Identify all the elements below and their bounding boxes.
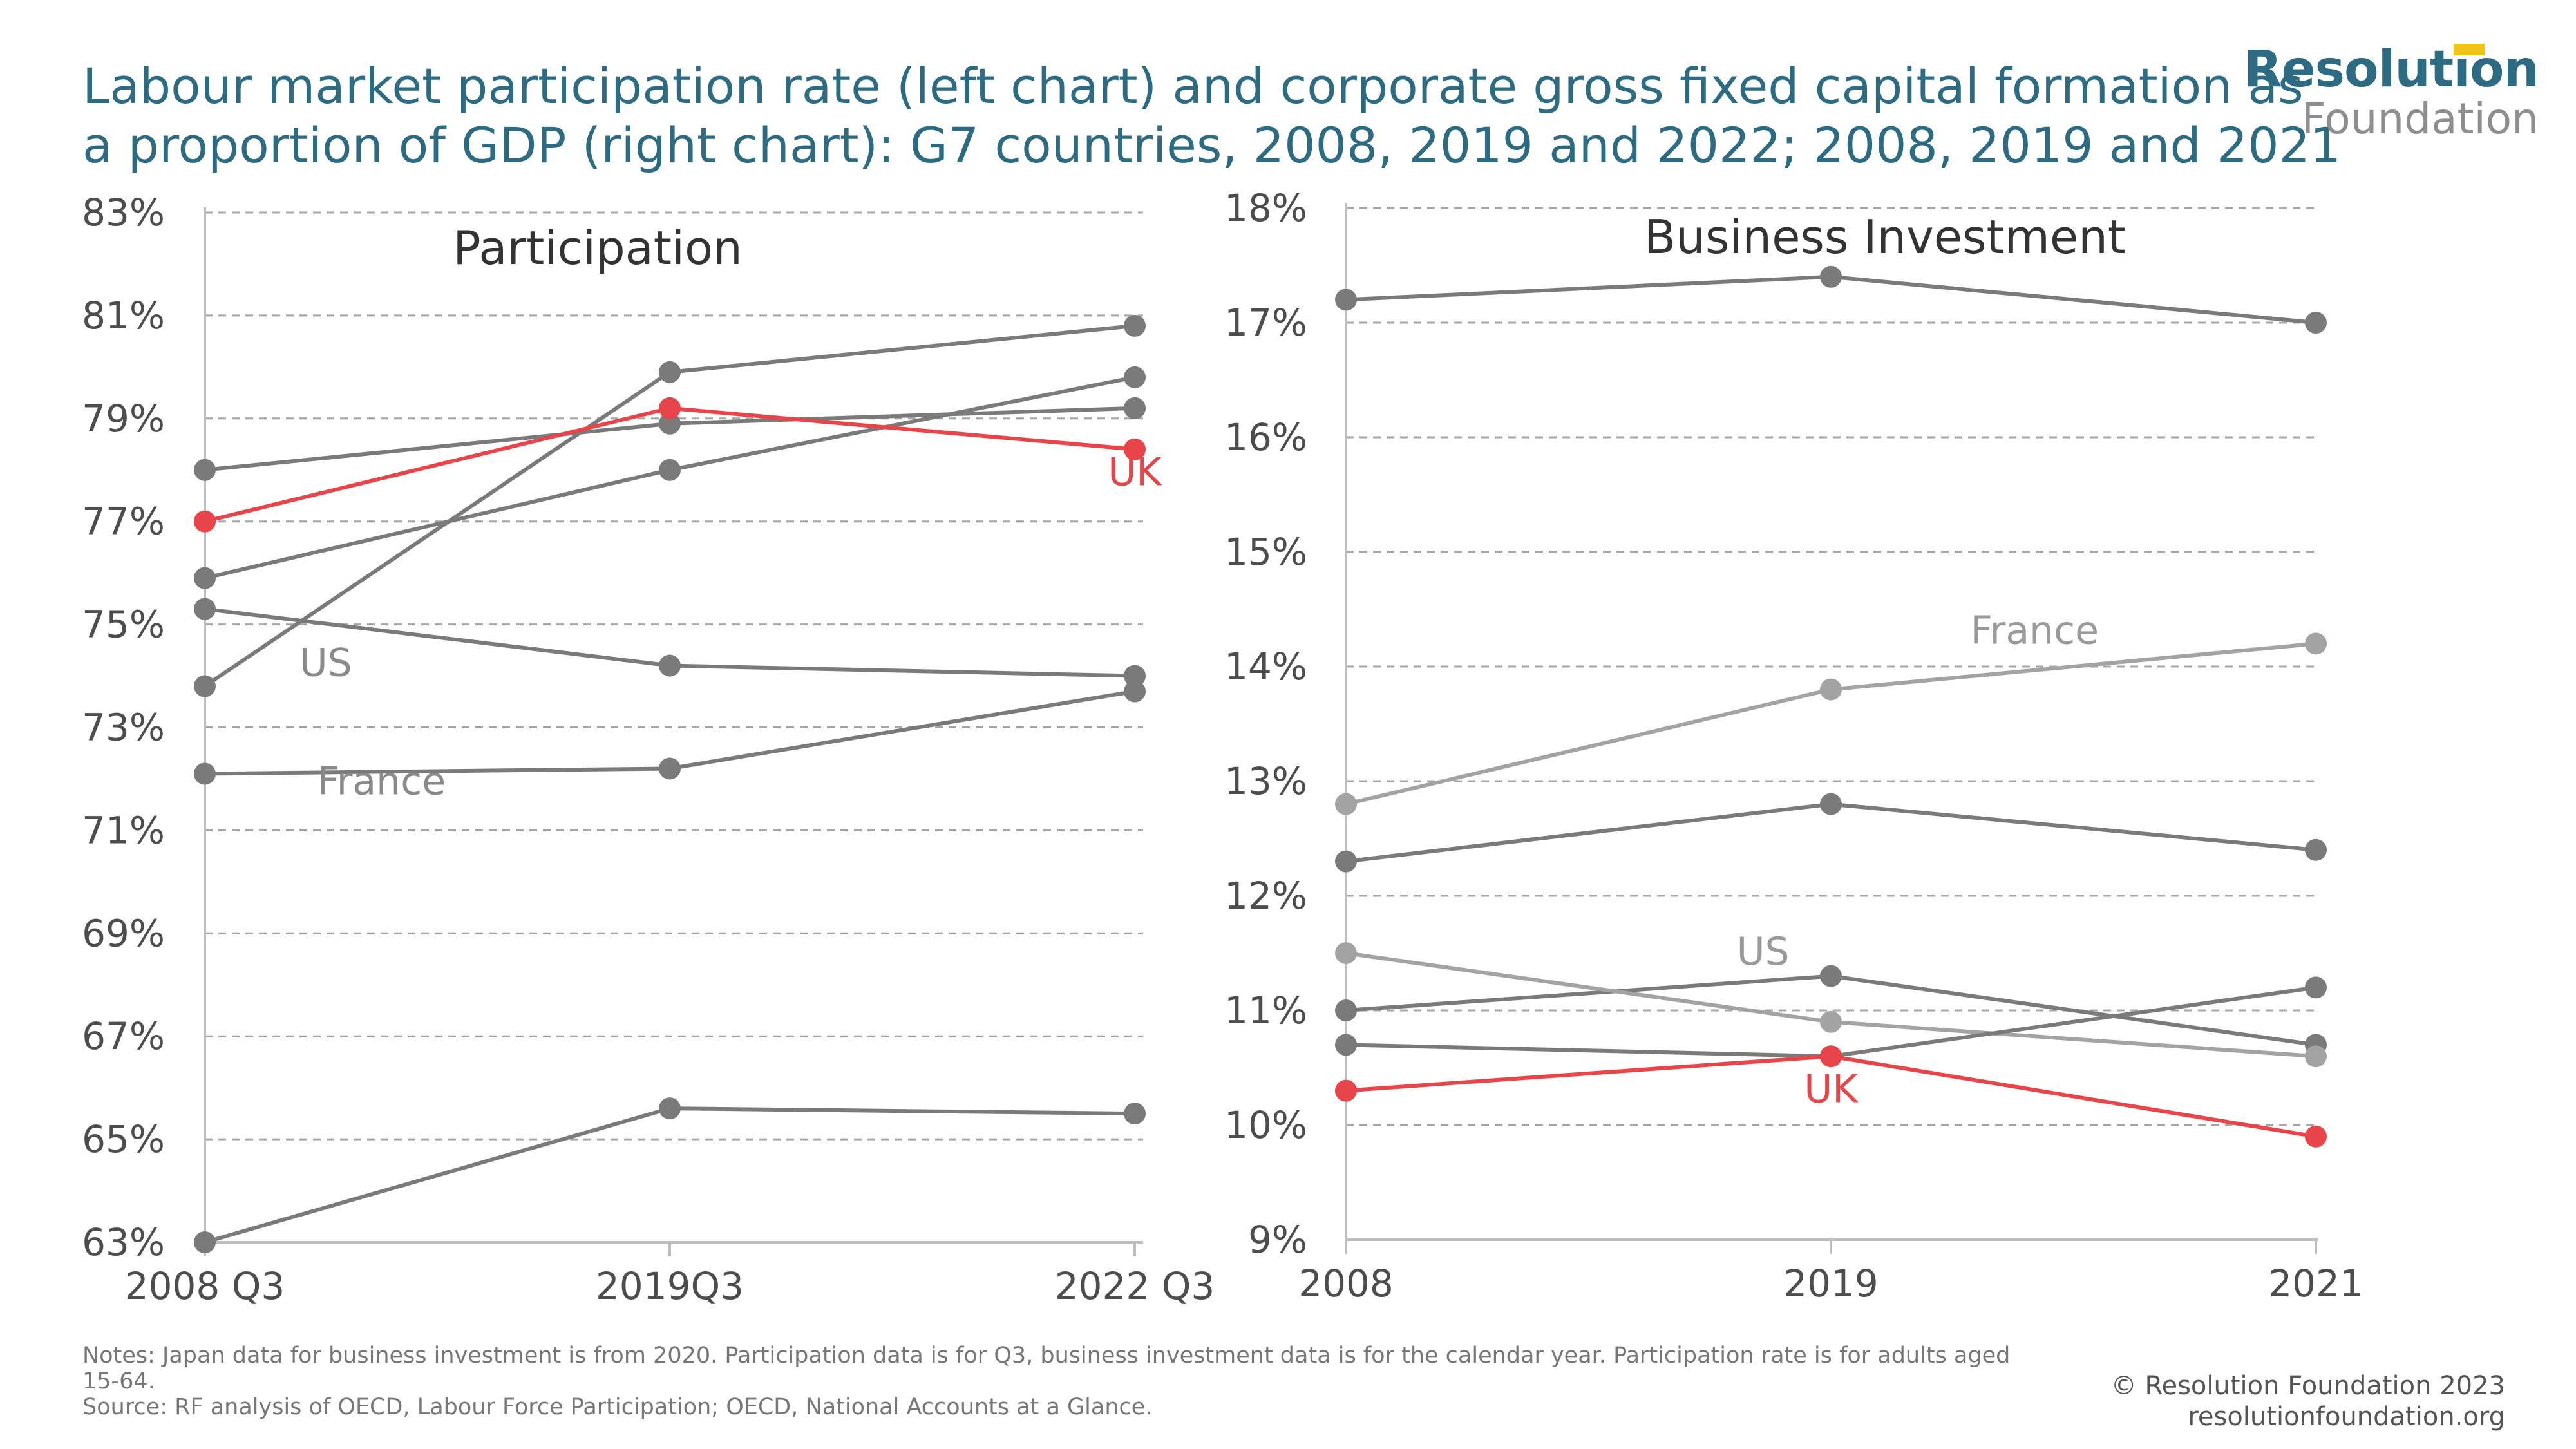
participation-panel-title: Participation [453, 221, 742, 275]
investment-series-unlabelled-point [1820, 265, 1842, 288]
participation-x-tick-label: 2019Q3 [596, 1264, 744, 1308]
investment-x-tick-label: 2008 [1298, 1262, 1394, 1305]
copyright-text: © Resolution Foundation 2023 [2110, 1371, 2505, 1401]
participation-y-tick-label: 67% [82, 1014, 165, 1058]
logo-accent-mark [2454, 44, 2485, 55]
resolution-foundation-logo: Resolution Foundation [2244, 43, 2539, 142]
investment-series-us-point [1335, 999, 1357, 1021]
investment-y-tick-label: 16% [1224, 415, 1307, 459]
participation-series-unlabelled-line [204, 1106, 1135, 1244]
participation-series-unlabelled-point [194, 567, 216, 589]
participation-y-tick-label: 79% [82, 397, 165, 440]
investment-panel-title: Business Investment [1644, 210, 2126, 264]
logo-word-resolution: Resolution [2243, 41, 2539, 99]
investment-y-tick-label: 18% [1224, 186, 1307, 230]
participation-series-us-point [194, 598, 216, 620]
website-text: resolutionfoundation.org [2188, 1402, 2505, 1432]
title-line-2: a proportion of GDP (right chart): G7 co… [82, 117, 2342, 174]
participation-annotation-france: France [317, 759, 446, 804]
investment-y-tick-label: 15% [1224, 530, 1307, 574]
logo-word-foundation: Foundation [2301, 94, 2539, 144]
title-line-1: Labour market participation rate (left c… [82, 57, 2304, 115]
participation-y-tick-label: 75% [82, 603, 165, 647]
participation-y-tick-label: 69% [82, 911, 165, 955]
investment-y-tick-label: 13% [1224, 759, 1307, 803]
participation-series-us-point [1124, 665, 1146, 687]
participation-annotation-us: US [299, 641, 352, 686]
investment-y-tick-label: 12% [1224, 874, 1307, 918]
participation-y-tick-label: 73% [82, 706, 165, 750]
participation-y-tick-label: 63% [82, 1220, 165, 1264]
source-line: Source: RF analysis of OECD, Labour Forc… [82, 1394, 1153, 1420]
investment-y-tick-label: 10% [1224, 1103, 1307, 1147]
participation-series-uk-point [194, 510, 216, 533]
participation-series-unlabelled-point [659, 361, 681, 383]
participation-series-uk-point [659, 397, 681, 419]
investment-series-france-point [1335, 793, 1357, 815]
participation-y-tick-label: 71% [82, 808, 165, 852]
participation-series-unlabelled-point [659, 1097, 681, 1120]
notes-line-2: 15-64. [82, 1368, 155, 1394]
participation-series-unlabelled-point [1124, 1103, 1146, 1125]
participation-x-tick-label: 2022 Q3 [1055, 1264, 1215, 1308]
investment-chart: 9% 10% 11% 12% 13% 14% 15% 16% 17% 18% 2008 2019 202… [1224, 186, 2363, 1305]
investment-y-tick-label: 17% [1224, 301, 1307, 345]
participation-series-unlabelled-point [194, 1231, 216, 1253]
investment-series-unlabelled-point [2305, 976, 2327, 999]
investment-series-unlabelled-point [1335, 289, 1357, 311]
credit-block: © Resolution Foundation 2023 resolutionf… [2111, 1370, 2505, 1432]
participation-series-unlabelled-point [194, 459, 216, 481]
participation-x-tick-label: 2008 Q3 [125, 1264, 285, 1308]
participation-y-tick-label: 81% [82, 294, 165, 337]
investment-x-tick-label: 2019 [1783, 1262, 1879, 1305]
investment-series-unlabelled-point [2305, 312, 2327, 334]
participation-series-unlabelled-point [1124, 397, 1146, 419]
investment-series-unlabelled-point [1335, 850, 1357, 873]
investment-y-tick-label: 9% [1248, 1218, 1307, 1262]
investment-series-unlabelled-point [1335, 942, 1357, 964]
participation-series-unlabelled-point [194, 675, 216, 697]
investment-series-us-point [1820, 965, 1842, 987]
participation-series-uk-point [1124, 438, 1146, 460]
participation-series-france-point [659, 757, 681, 780]
investment-series-unlabelled-point [1335, 1034, 1357, 1056]
investment-series-unlabelled-point [2305, 1045, 2327, 1068]
investment-annotation-france: France [1971, 608, 2099, 653]
participation-series-unlabelled-point [659, 412, 681, 435]
investment-series-unlabelled-point [2305, 838, 2327, 861]
notes-line-1: Notes: Japan data for business investmen… [82, 1343, 2011, 1368]
participation-chart: 63% 65% 67% 69% 71% 73% 75% 77% 79% 81% 83% 2008 Q3… [82, 191, 1215, 1308]
participation-y-tick-label: 83% [82, 191, 165, 234]
participation-series-unlabelled-point [1124, 366, 1146, 388]
investment-series-france-line [1345, 641, 2316, 806]
investment-series-uk-point [1335, 1079, 1357, 1102]
participation-annotation-uk: UK [1108, 450, 1162, 495]
investment-y-tick-label: 14% [1224, 645, 1307, 688]
investment-series-uk-point [1820, 1045, 1842, 1068]
investment-series-unlabelled-point [1820, 1010, 1842, 1033]
participation-series-unlabelled-point [659, 459, 681, 481]
investment-x-tick-label: 2021 [2268, 1262, 2363, 1305]
notes-block: Notes: Japan data for business investmen… [82, 1343, 2156, 1420]
investment-y-tick-label: 11% [1224, 989, 1307, 1032]
investment-annotation-uk: UK [1804, 1066, 1859, 1112]
investment-annotation-us: US [1737, 929, 1790, 974]
participation-series-unlabelled-point [1124, 314, 1146, 337]
investment-series-france-point [2305, 632, 2327, 655]
investment-series-uk-point [2305, 1125, 2327, 1148]
investment-series-unlabelled-point [1820, 793, 1842, 815]
investment-series-france-point [1820, 678, 1842, 701]
participation-series-france-point [194, 762, 216, 785]
participation-y-tick-label: 77% [82, 500, 165, 544]
participation-series-us-point [659, 654, 681, 677]
participation-series-france-point [1124, 680, 1146, 703]
participation-y-tick-label: 65% [82, 1117, 165, 1161]
chart-title: Labour market participation rate (left c… [82, 57, 2342, 175]
